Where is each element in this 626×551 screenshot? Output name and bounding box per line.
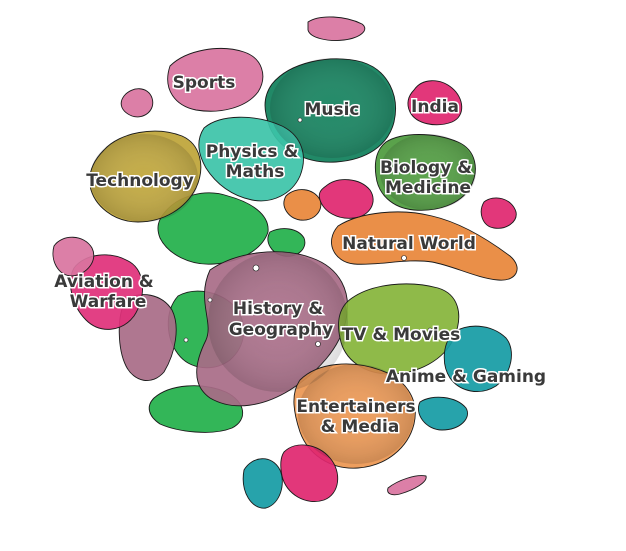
label-entertainers: Entertainers & Media — [296, 397, 415, 437]
natural-blob-small — [283, 189, 322, 221]
natural-blob — [331, 211, 518, 281]
label-biology: Biology & Medicine — [380, 158, 472, 198]
sports-blob — [167, 48, 264, 112]
sports-blob-small — [120, 88, 154, 118]
label-physics: Physics & Maths — [206, 142, 299, 182]
shading — [90, 58, 476, 464]
label-aviation: Aviation & Warfare — [54, 272, 154, 312]
pink-patch — [318, 179, 374, 219]
sports-blob-top — [307, 16, 366, 41]
label-anime: Anime & Gaming — [386, 367, 546, 387]
anime-blob-bottom — [242, 458, 283, 509]
pink-blob-streak — [387, 475, 427, 496]
pink-blob-east — [480, 197, 517, 229]
anime-blob-small — [418, 396, 468, 431]
region-aviation — [52, 236, 143, 330]
label-technology: Technology — [86, 171, 194, 191]
label-music: Music — [304, 100, 359, 120]
green-blob-small — [267, 228, 306, 257]
region-india — [407, 80, 463, 126]
region-labels: Sports Music India Physics & Maths Techno… — [53, 72, 548, 439]
region-sports — [120, 16, 366, 118]
region-anime — [242, 325, 512, 509]
region-natural — [283, 189, 518, 281]
green-blob-upper — [157, 192, 269, 265]
anime-blob — [443, 325, 512, 393]
aviation-blob-top — [52, 236, 95, 277]
label-history: History & Geography — [229, 299, 334, 340]
texture-holes — [183, 117, 433, 433]
label-natural: Natural World — [342, 234, 476, 254]
label-india: India — [411, 97, 459, 117]
region-physics — [198, 116, 304, 202]
aviation-blob — [70, 254, 143, 330]
label-tv: TV & Movies — [342, 325, 461, 345]
label-sports: Sports — [173, 73, 236, 93]
